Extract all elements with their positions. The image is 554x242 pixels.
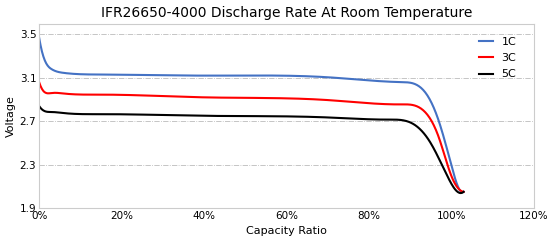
- 5C: [111, 113, 117, 116]
- 5C: [145, 113, 152, 116]
- 3C: [355, 101, 362, 104]
- 5C: [228, 114, 234, 117]
- 5C: [458, 192, 464, 195]
- 5C: [36, 105, 43, 107]
- Line: 5C: 5C: [39, 106, 464, 193]
- 3C: [319, 98, 326, 101]
- 3C: [286, 97, 293, 100]
- 5C: [460, 190, 467, 193]
- 5C: [355, 117, 362, 120]
- 1C: [459, 191, 465, 194]
- 1C: [355, 78, 362, 81]
- 3C: [145, 94, 152, 97]
- 1C: [36, 36, 43, 39]
- 1C: [111, 73, 117, 76]
- Y-axis label: Voltage: Voltage: [6, 95, 16, 137]
- 1C: [228, 74, 234, 77]
- Title: IFR26650-4000 Discharge Rate At Room Temperature: IFR26650-4000 Discharge Rate At Room Tem…: [101, 6, 472, 20]
- 3C: [460, 190, 467, 193]
- 1C: [286, 74, 293, 77]
- 1C: [460, 190, 467, 193]
- 3C: [36, 81, 43, 83]
- Line: 3C: 3C: [39, 82, 464, 192]
- X-axis label: Capacity Ratio: Capacity Ratio: [246, 227, 327, 236]
- 5C: [286, 115, 293, 118]
- 3C: [228, 96, 234, 99]
- 5C: [319, 116, 326, 119]
- Legend: 1C, 3C, 5C: 1C, 3C, 5C: [475, 33, 521, 84]
- 3C: [111, 93, 117, 96]
- 1C: [145, 74, 152, 76]
- 1C: [319, 76, 326, 78]
- Line: 1C: 1C: [39, 38, 464, 192]
